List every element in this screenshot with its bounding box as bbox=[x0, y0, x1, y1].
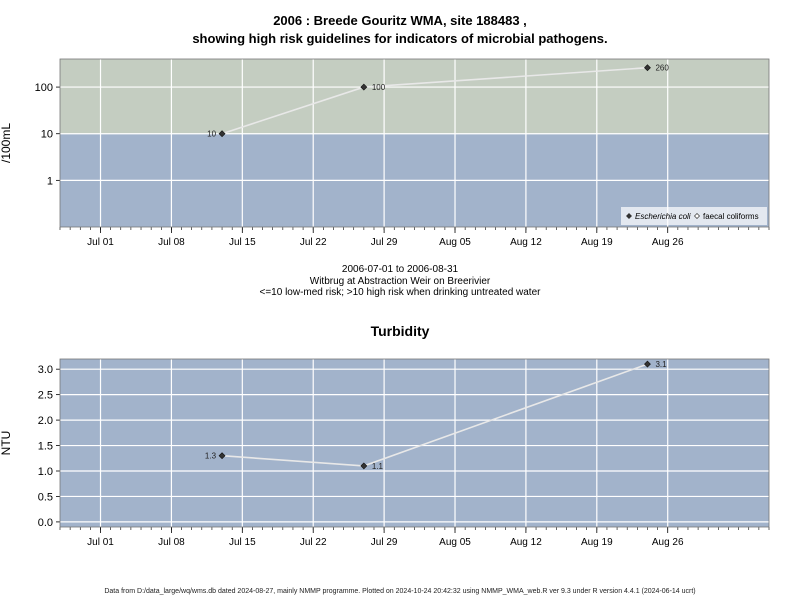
y-axis-label: NTU bbox=[0, 431, 13, 456]
data-label: 100 bbox=[372, 83, 386, 92]
legend-box bbox=[621, 207, 767, 225]
x-tick-label: Jul 01 bbox=[87, 537, 114, 548]
data-label: 10 bbox=[207, 130, 216, 139]
x-tick-label: Aug 12 bbox=[510, 537, 542, 548]
date-range-caption: 2006-07-01 to 2006-08-31 bbox=[341, 264, 459, 275]
x-tick-label: Aug 26 bbox=[652, 237, 684, 248]
y-tick-label: 1.0 bbox=[38, 466, 53, 478]
data-label: 1.3 bbox=[205, 452, 217, 461]
x-tick-label: Jul 22 bbox=[300, 537, 327, 548]
y-tick-label: 0.0 bbox=[38, 517, 53, 529]
y-tick-label: 1.5 bbox=[38, 441, 53, 453]
y-axis-label: /100mL bbox=[0, 123, 13, 163]
x-tick-label: Jul 15 bbox=[229, 537, 256, 548]
chart-title-line2: showing high risk guidelines for indicat… bbox=[192, 31, 608, 46]
y-tick-label: 0.5 bbox=[38, 491, 53, 503]
footer-note: Data from D:/data_large/wq/wms.db dated … bbox=[104, 588, 696, 595]
x-tick-label: Aug 12 bbox=[510, 237, 542, 248]
chart-title-line1: 2006 : Breede Gouritz WMA, site 188483 , bbox=[273, 13, 527, 28]
x-tick-label: Jul 08 bbox=[158, 237, 185, 248]
y-tick-label: 2.5 bbox=[38, 390, 53, 402]
y-tick-label: 100 bbox=[35, 82, 53, 94]
legend-label: faecal coliforms bbox=[703, 212, 759, 221]
y-tick-label: 1 bbox=[47, 175, 53, 187]
x-tick-label: Aug 05 bbox=[439, 237, 471, 248]
data-point bbox=[218, 452, 226, 460]
x-tick-label: Jul 01 bbox=[87, 237, 114, 248]
data-label: 1.1 bbox=[372, 462, 384, 471]
y-tick-label: 10 bbox=[41, 129, 53, 141]
legend-label: Escherichia coli bbox=[635, 212, 691, 221]
x-tick-label: Jul 15 bbox=[229, 237, 256, 248]
high-risk-band bbox=[60, 59, 769, 134]
x-tick-label: Aug 05 bbox=[439, 537, 471, 548]
y-tick-label: 2.0 bbox=[38, 415, 53, 427]
x-tick-label: Aug 19 bbox=[581, 537, 613, 548]
legend-marker bbox=[694, 213, 700, 219]
data-point bbox=[644, 64, 651, 72]
x-tick-label: Aug 19 bbox=[581, 237, 613, 248]
x-tick-label: Jul 29 bbox=[371, 537, 398, 548]
site-caption: Witbrug at Abstraction Weir on Breerivie… bbox=[309, 276, 491, 287]
x-tick-label: Jul 29 bbox=[371, 237, 398, 248]
data-label: 260 bbox=[655, 64, 669, 73]
x-tick-label: Jul 22 bbox=[300, 237, 327, 248]
risk-caption: <=10 low-med risk; >10 high risk when dr… bbox=[259, 287, 541, 298]
data-point bbox=[360, 83, 368, 91]
plot-background bbox=[60, 359, 769, 527]
microbial-chart: 1 10 100 Jul 01 Jul 08 Jul 15 Jul 22 Jul 29 Aug … bbox=[0, 58, 770, 248]
plot-frame bbox=[59, 358, 770, 528]
data-point bbox=[644, 360, 651, 368]
y-tick-label: 3.0 bbox=[38, 364, 53, 376]
data-point bbox=[218, 130, 226, 138]
turbidity-title: Turbidity bbox=[370, 323, 430, 339]
data-point bbox=[360, 462, 368, 470]
plot-frame bbox=[59, 58, 770, 228]
data-label: 3.1 bbox=[655, 360, 667, 369]
x-tick-label: Aug 26 bbox=[652, 537, 684, 548]
turbidity-chart: 0.0 0.5 1.0 1.5 2.0 2.5 3.0 Jul 01 Jul 08 Jul 15 J… bbox=[0, 358, 770, 548]
legend-marker bbox=[626, 213, 632, 219]
x-tick-label: Jul 08 bbox=[158, 537, 185, 548]
